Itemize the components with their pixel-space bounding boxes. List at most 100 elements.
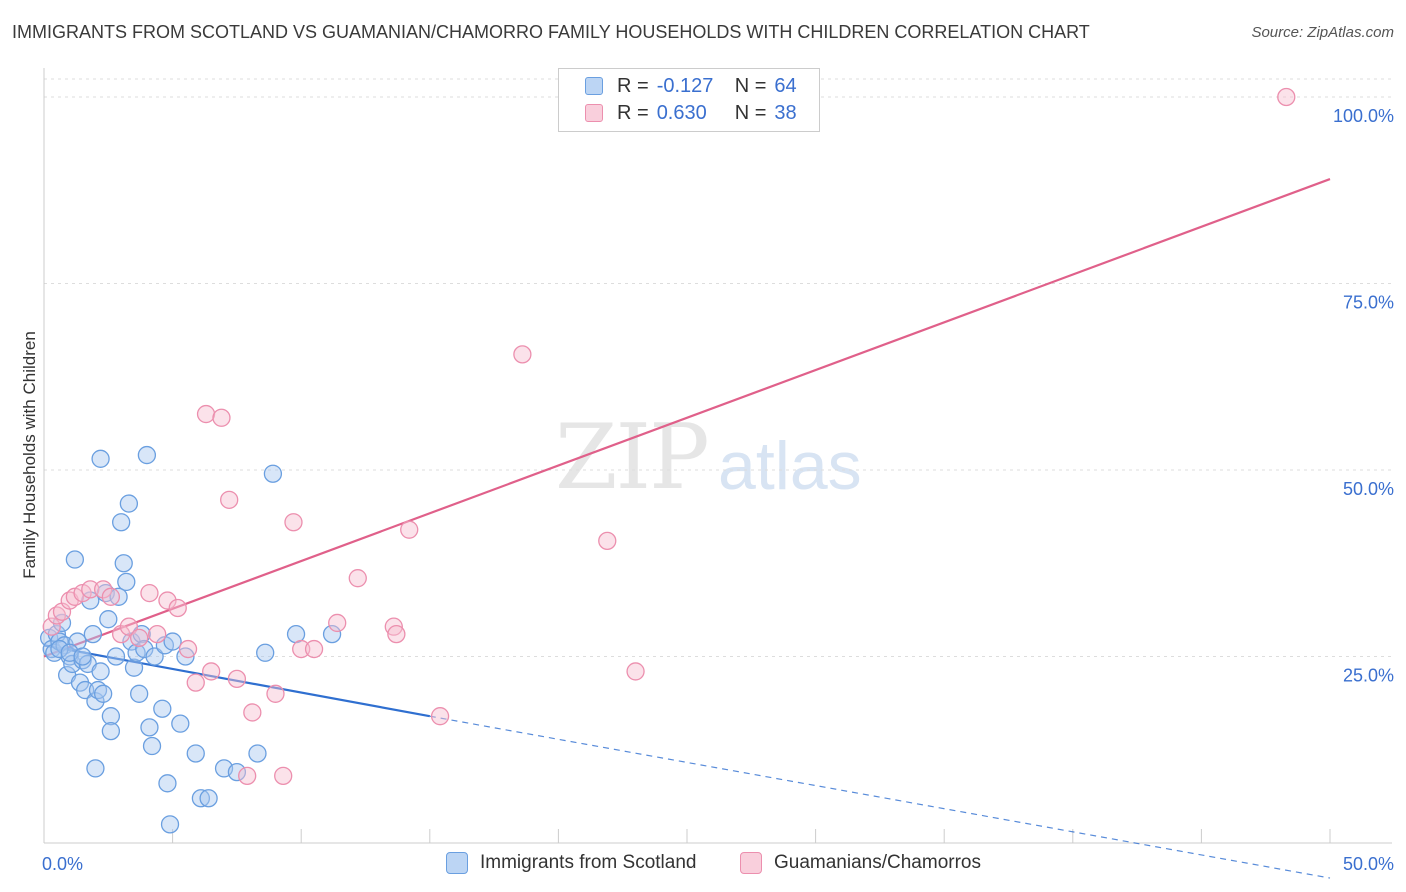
point-guamanian — [387, 624, 406, 644]
legend-r-label: R = — [617, 101, 649, 124]
correlation-legend: R = -0.127 N = 64 R = 0.630 N = 38 — [558, 68, 820, 132]
point-guamanian — [598, 531, 617, 551]
legend-row-guamanian: R = 0.630 N = 38 — [585, 100, 797, 126]
x-tick-label: 50.0% — [1343, 854, 1394, 874]
point-guamanian — [328, 613, 347, 633]
point-guamanian — [274, 766, 293, 786]
point-guamanian — [400, 520, 419, 539]
point-guamanian — [430, 707, 450, 726]
point-guamanian — [196, 404, 216, 424]
point-scotland — [227, 762, 247, 782]
point-scotland — [137, 445, 157, 465]
point-scotland — [130, 684, 149, 703]
point-scotland — [135, 639, 154, 659]
point-scotland — [263, 464, 283, 483]
point-guamanian — [238, 766, 257, 786]
legend-n-value: 64 — [774, 74, 797, 97]
trend-line-scotland — [43, 644, 430, 718]
point-scotland — [248, 744, 267, 763]
point-guamanian — [168, 598, 187, 618]
point-scotland — [114, 554, 133, 573]
legend-row-scotland: R = -0.127 N = 64 — [585, 73, 797, 99]
point-guamanian — [140, 583, 159, 603]
point-guamanian — [130, 628, 149, 647]
point-scotland — [86, 692, 105, 711]
point-guamanian — [186, 673, 205, 692]
axes — [43, 68, 1392, 844]
series-guamanian-points — [42, 87, 1296, 786]
point-scotland — [119, 494, 139, 513]
point-guamanian — [148, 624, 167, 644]
legend-swatch-pink — [585, 104, 603, 122]
point-scotland — [199, 789, 218, 808]
point-scotland — [322, 624, 342, 644]
point-guamanian — [42, 617, 61, 636]
point-guamanian — [304, 639, 324, 659]
legend-r-value: 0.630 — [656, 101, 707, 124]
point-scotland — [142, 736, 162, 756]
y-tick-label: 50.0% — [1343, 479, 1394, 499]
point-scotland — [101, 721, 121, 741]
chart-title: IMMIGRANTS FROM SCOTLAND VS GUAMANIAN/CH… — [12, 22, 1090, 42]
point-scotland — [65, 550, 85, 569]
point-guamanian — [202, 662, 221, 681]
bottom-legend-swatch-blue — [446, 852, 468, 874]
point-scotland — [101, 707, 121, 726]
legend-r-value: -0.127 — [656, 74, 714, 97]
point-guamanian — [1277, 87, 1296, 107]
legend-n-value: 38 — [774, 101, 797, 124]
point-scotland — [109, 587, 128, 606]
point-scotland — [191, 789, 211, 808]
point-guamanian — [212, 408, 231, 427]
point-scotland — [86, 759, 105, 778]
point-guamanian — [178, 639, 198, 659]
point-guamanian — [513, 345, 532, 364]
point-scotland — [76, 680, 95, 700]
point-scotland — [171, 714, 190, 733]
gridlines — [44, 78, 1392, 657]
point-guamanian — [284, 513, 303, 532]
series-scotland-points — [39, 445, 342, 834]
point-guamanian — [112, 624, 131, 644]
point-guamanian — [348, 569, 367, 588]
x-tick-label: 0.0% — [42, 854, 83, 874]
point-scotland — [106, 647, 126, 666]
point-scotland — [91, 662, 110, 681]
trend-line-scotland-extension — [429, 715, 1331, 879]
tick-labels: 25.0% 50.0% 75.0% 100.0% 0.0% 50.0% — [42, 106, 1394, 874]
bottom-legend-swatch-pink — [740, 852, 762, 874]
bottom-legend-guamanian: Guamanians/Chamorros — [740, 852, 981, 874]
point-scotland — [73, 647, 92, 666]
point-scotland — [256, 643, 275, 662]
point-scotland — [160, 815, 180, 834]
point-guamanian — [158, 591, 177, 610]
point-guamanian — [119, 617, 139, 636]
point-guamanian — [227, 669, 247, 689]
point-guamanian — [94, 580, 113, 599]
point-scotland — [153, 699, 172, 718]
legend-swatch-blue — [585, 77, 603, 95]
source-label: Source: ZipAtlas.com — [1251, 24, 1394, 41]
point-scotland — [50, 639, 69, 659]
point-scotland — [158, 774, 177, 793]
point-scotland — [124, 658, 144, 677]
point-guamanian — [81, 580, 100, 599]
legend-n-label: N = — [734, 74, 767, 97]
y-tick-label: 100.0% — [1333, 106, 1394, 126]
point-guamanian — [266, 684, 285, 703]
point-guamanian — [220, 490, 239, 509]
bottom-legend-label: Immigrants from Scotland — [480, 852, 697, 873]
point-scotland — [83, 624, 103, 644]
legend-r-label: R = — [617, 74, 649, 97]
point-guamanian — [626, 662, 645, 681]
watermark-atlas: atlas — [718, 428, 862, 504]
point-guamanian — [243, 703, 262, 722]
y-tick-label: 25.0% — [1343, 666, 1394, 686]
point-guamanian — [292, 639, 311, 659]
point-scotland — [163, 632, 182, 651]
bottom-legend-scotland: Immigrants from Scotland — [446, 852, 696, 874]
point-scotland — [117, 572, 136, 592]
point-scotland — [91, 449, 110, 468]
point-scotland — [99, 610, 118, 629]
